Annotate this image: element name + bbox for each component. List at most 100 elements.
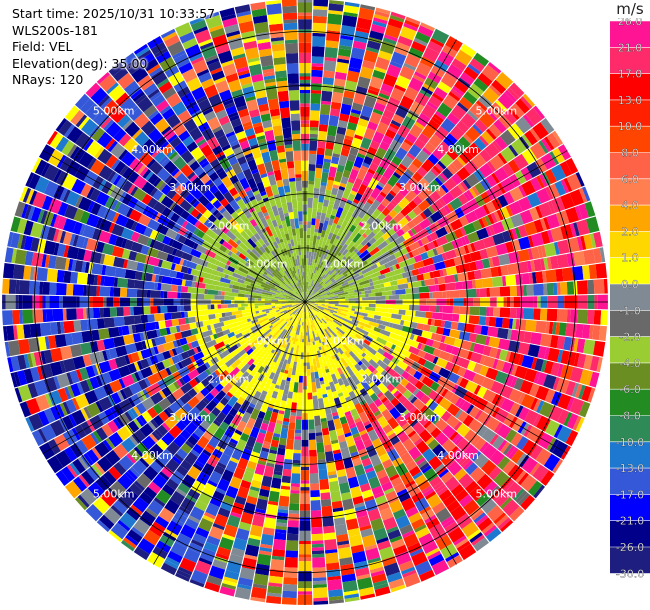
- velocity-gate: [329, 263, 334, 268]
- velocity-gate: [469, 306, 480, 316]
- velocity-gate: [373, 315, 382, 320]
- velocity-gate: [399, 95, 414, 110]
- velocity-gate: [330, 163, 338, 168]
- velocity-gate: [474, 182, 486, 195]
- velocity-gate: [338, 294, 349, 298]
- velocity-gate: [428, 195, 436, 204]
- velocity-gate: [347, 153, 357, 163]
- velocity-gate: [325, 213, 331, 218]
- velocity-gate: [353, 350, 359, 356]
- velocity-gate: [412, 171, 423, 183]
- velocity-gate: [489, 347, 499, 359]
- velocity-gate: [528, 272, 534, 284]
- velocity-gate: [332, 238, 339, 246]
- velocity-gate: [323, 270, 332, 279]
- velocity-gate: [438, 283, 446, 292]
- velocity-gate: [338, 45, 352, 51]
- velocity-gate: [403, 22, 418, 32]
- velocity-gate: [329, 253, 338, 264]
- velocity-gate: [456, 156, 466, 167]
- velocity-gate: [310, 272, 314, 280]
- velocity-gate: [500, 441, 511, 454]
- velocity-gate: [353, 253, 359, 259]
- velocity-gate: [479, 288, 487, 298]
- velocity-gate: [395, 383, 408, 395]
- velocity-gate: [329, 281, 333, 285]
- velocity-gate: [413, 254, 423, 263]
- velocity-gate: [319, 309, 330, 315]
- velocity-gate: [322, 77, 334, 85]
- velocity-gate: [156, 306, 161, 314]
- velocity-gate: [438, 206, 449, 218]
- velocity-gate: [318, 298, 325, 301]
- velocity-gate: [482, 389, 497, 403]
- velocity-gate: [327, 307, 335, 311]
- velocity-gate: [600, 310, 608, 326]
- velocity-gate: [397, 394, 408, 405]
- velocity-gate: [333, 85, 345, 94]
- velocity-gate: [336, 126, 347, 135]
- velocity-gate: [417, 133, 430, 145]
- velocity-gate: [324, 189, 332, 201]
- velocity-gate: [76, 272, 88, 285]
- velocity-gate: [379, 257, 390, 266]
- velocity-gate: [292, 459, 301, 464]
- velocity-gate: [309, 133, 318, 138]
- velocity-gate: [456, 376, 463, 386]
- velocity-gate: [588, 264, 597, 279]
- velocity-gate: [515, 470, 527, 484]
- velocity-gate: [540, 359, 548, 373]
- velocity-gate: [190, 305, 195, 311]
- velocity-gate: [397, 283, 409, 290]
- velocity-gate: [329, 311, 334, 314]
- velocity-gate: [530, 444, 543, 460]
- velocity-gate: [519, 379, 534, 395]
- velocity-gate: [314, 415, 321, 427]
- velocity-gate: [308, 419, 315, 430]
- velocity-gate: [335, 284, 343, 290]
- velocity-gate: [284, 557, 298, 568]
- velocity-gate: [370, 23, 386, 34]
- velocity-gate: [342, 169, 351, 179]
- velocity-gate: [390, 11, 406, 20]
- velocity-gate: [500, 146, 516, 163]
- velocity-gate: [332, 153, 341, 158]
- velocity-gate: [474, 409, 483, 420]
- velocity-gate: [327, 176, 335, 181]
- velocity-gate: [479, 111, 496, 128]
- velocity-gate: [451, 346, 460, 356]
- velocity-gate: [348, 245, 356, 254]
- velocity-gate: [351, 187, 359, 193]
- velocity-gate: [413, 334, 418, 342]
- velocity-gate: [349, 315, 357, 320]
- velocity-gate: [387, 125, 398, 134]
- velocity-gate: [394, 285, 399, 290]
- velocity-gate: [333, 288, 344, 294]
- velocity-gate: [294, 429, 302, 434]
- velocity-gate: [448, 354, 455, 363]
- velocity-gate: [330, 291, 334, 295]
- velocity-gate: [547, 229, 554, 243]
- velocity-gate: [516, 307, 524, 319]
- velocity-gate: [309, 473, 319, 484]
- velocity-gate: [385, 238, 391, 245]
- velocity-gate: [391, 184, 401, 195]
- velocity-gate: [406, 275, 418, 283]
- velocity-gate: [488, 316, 497, 327]
- velocity-gate: [184, 280, 193, 287]
- velocity-gate: [537, 245, 544, 258]
- velocity-gate: [307, 278, 310, 283]
- velocity-gate: [426, 249, 435, 258]
- velocity-gate: [214, 285, 223, 291]
- velocity-gate: [589, 233, 597, 249]
- velocity-gate: [366, 254, 377, 264]
- velocity-gate: [167, 291, 178, 299]
- velocity-gate: [485, 316, 490, 326]
- velocity-gate: [478, 95, 493, 109]
- velocity-gate: [456, 423, 471, 438]
- velocity-gate: [386, 64, 402, 78]
- velocity-gate: [391, 309, 399, 315]
- velocity-gate: [430, 381, 440, 392]
- velocity-gate: [425, 338, 435, 347]
- velocity-gate: [391, 155, 402, 166]
